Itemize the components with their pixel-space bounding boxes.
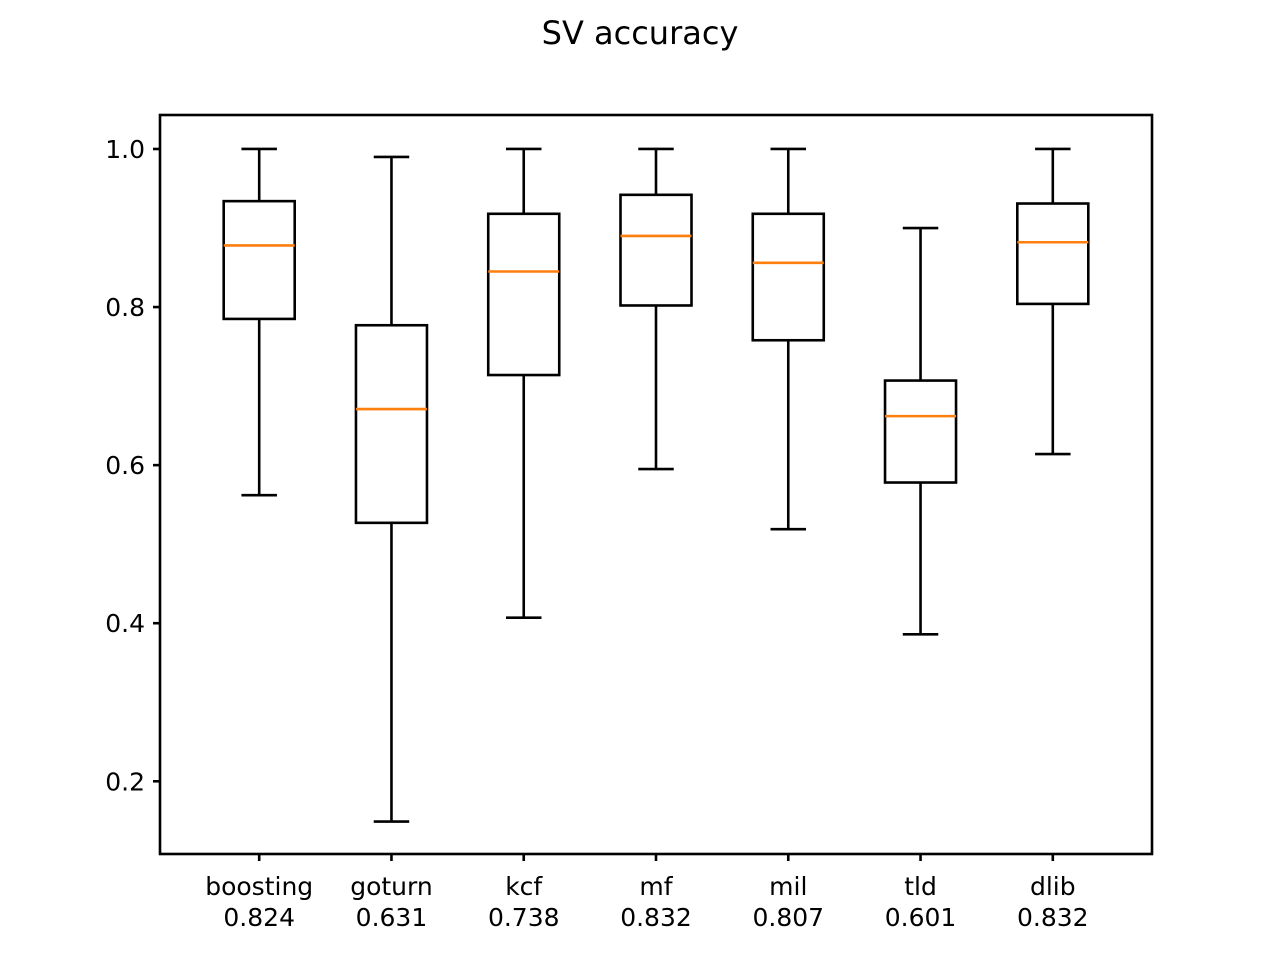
- iqr-box: [885, 381, 956, 483]
- x-tick-score: 0.832: [1017, 903, 1089, 932]
- x-tick-score: 0.631: [356, 903, 428, 932]
- iqr-box: [356, 325, 427, 523]
- y-tick-label: 1.0: [105, 135, 145, 164]
- x-tick-label: boosting: [205, 872, 313, 901]
- x-tick-label: dlib: [1030, 872, 1076, 901]
- y-tick-label: 0.8: [105, 293, 145, 322]
- y-tick-label: 0.4: [105, 609, 145, 638]
- x-tick-label: goturn: [350, 872, 433, 901]
- y-tick-label: 0.6: [105, 451, 145, 480]
- x-tick-score: 0.832: [620, 903, 692, 932]
- axes-frame: [160, 115, 1152, 854]
- x-tick-score: 0.824: [223, 903, 295, 932]
- iqr-box: [753, 214, 824, 340]
- x-tick-score: 0.601: [885, 903, 957, 932]
- y-tick-label: 0.2: [105, 767, 145, 796]
- x-tick-label: kcf: [505, 872, 543, 901]
- iqr-box: [224, 201, 295, 319]
- x-tick-label: mf: [639, 872, 673, 901]
- iqr-box: [488, 214, 559, 375]
- iqr-box: [621, 195, 692, 306]
- x-tick-score: 0.807: [752, 903, 824, 932]
- x-tick-label: mil: [769, 872, 807, 901]
- chart-title: SV accuracy: [542, 14, 739, 52]
- x-tick-label: tld: [904, 872, 937, 901]
- iqr-box: [1017, 204, 1088, 304]
- x-tick-score: 0.738: [488, 903, 560, 932]
